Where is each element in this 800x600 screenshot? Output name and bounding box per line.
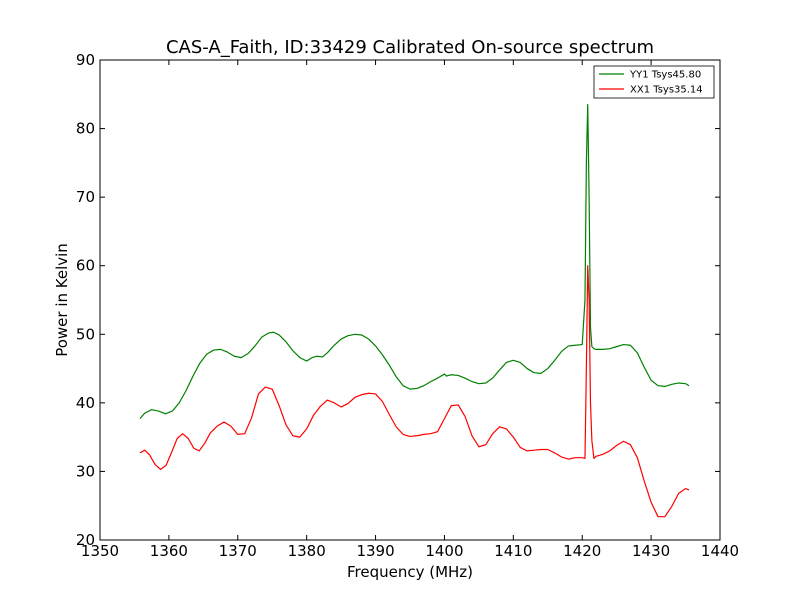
x-tick-label: 1400 (425, 542, 463, 560)
x-tick-label: 1370 (219, 542, 257, 560)
x-tick-label: 1390 (356, 542, 394, 560)
y-tick-label: 20 (76, 531, 95, 549)
legend-frame (593, 65, 715, 99)
plot-frame (99, 59, 721, 541)
x-tick-label: 1440 (701, 542, 739, 560)
x-tick-label: 1380 (288, 542, 326, 560)
y-axis-label: Power in Kelvin (53, 243, 71, 357)
chart-title: CAS-A_Faith, ID:33429 Calibrated On-sour… (166, 37, 654, 58)
legend-label-xx1: XX1 Tsys35.14 (630, 85, 703, 96)
y-tick-label: 70 (76, 188, 95, 206)
y-tick-label: 30 (76, 462, 95, 480)
x-tick-label: 1420 (563, 542, 601, 560)
y-tick-label: 40 (76, 394, 95, 412)
y-tick-label: 80 (76, 120, 95, 138)
tick-layer: 1350 1360 1370 1380 1390 1400 1410 1420 1430 1440… (76, 51, 739, 560)
plot-area: 1350 1360 1370 1380 1390 1400 1410 1420 1430 1440… (76, 51, 739, 560)
x-tick-label: 1410 (494, 542, 532, 560)
y-tick-label: 60 (76, 257, 95, 275)
legend-label-yy1: YY1 Tsys45.80 (629, 70, 701, 81)
y-tick-label: 50 (76, 325, 95, 343)
y-tick-label: 90 (76, 51, 95, 69)
series-line-xx1 (139, 265, 690, 518)
x-axis-label: Frequency (MHz) (347, 563, 473, 581)
x-tick-label: 1430 (632, 542, 670, 560)
series-line-yy1 (139, 103, 690, 420)
x-tick-label: 1350 (81, 542, 119, 560)
series-layer (139, 103, 690, 518)
x-tick-label: 1360 (150, 542, 188, 560)
legend: YY1 Tsys45.80 XX1 Tsys35.14 (593, 65, 715, 99)
